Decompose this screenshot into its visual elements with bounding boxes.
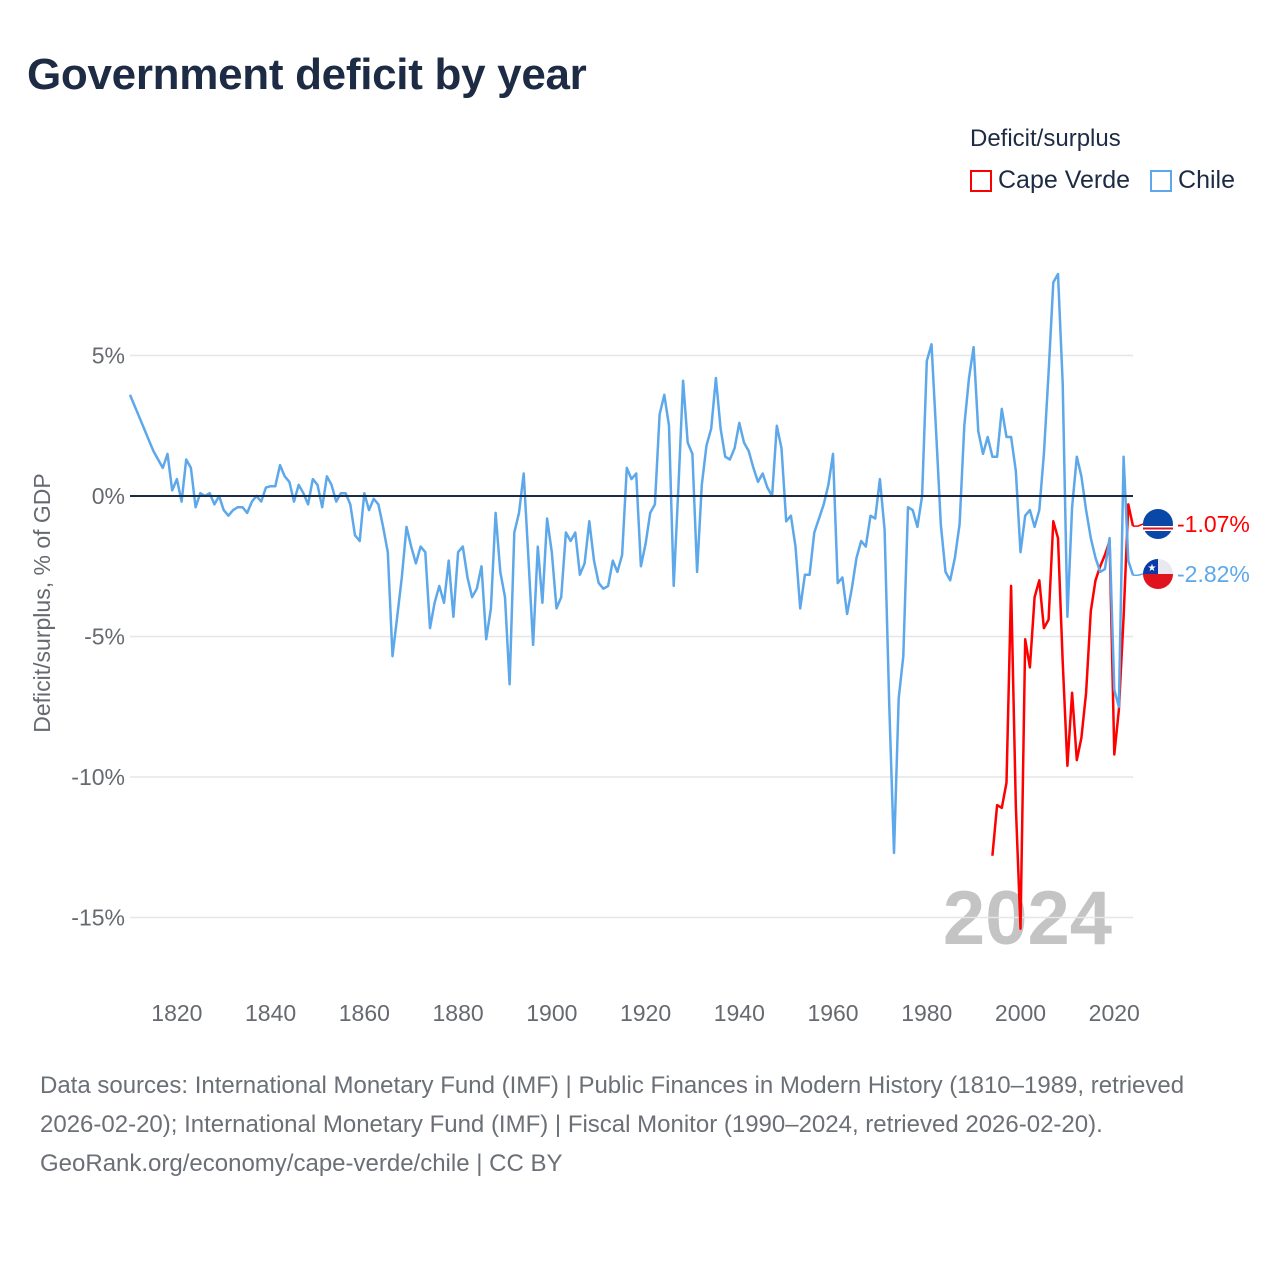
flag-star: ★	[1148, 563, 1157, 574]
chart-title: Government deficit by year	[27, 50, 587, 99]
end-connector	[1133, 523, 1144, 527]
x-tick-label: 1940	[714, 1000, 765, 1026]
x-tick-label: 1880	[432, 1000, 483, 1026]
legend-swatch-cape-verde	[970, 169, 992, 192]
y-tick-label: 5%	[92, 343, 125, 369]
credit-link[interactable]: GeoRank.org/economy/cape-verde/chile | C…	[40, 1150, 563, 1177]
x-tick-label: 1920	[620, 1000, 671, 1026]
series-line-cape-verde	[991, 503, 1135, 930]
legend-item-cape-verde[interactable]: Cape Verde	[970, 166, 1130, 195]
y-axis-label: Deficit/surplus, % of GDP	[29, 473, 55, 732]
y-tick-label: -10%	[71, 764, 125, 790]
x-tick-label: 1980	[901, 1000, 952, 1026]
x-tick-label: 1820	[151, 1000, 202, 1026]
legend-label-chile: Chile	[1178, 166, 1236, 194]
legend-title: Deficit/surplus	[970, 125, 1121, 152]
x-tick-label: 2020	[1089, 1000, 1140, 1026]
legend-label-cape-verde: Cape Verde	[998, 166, 1131, 194]
data-sources: Data sources: International Monetary Fun…	[40, 1072, 1185, 1138]
x-tick-label: 1860	[339, 1000, 390, 1026]
legend-item-chile[interactable]: Chile	[1150, 166, 1235, 195]
x-tick-label: 2000	[995, 1000, 1046, 1026]
legend: Cape Verde Chile	[970, 166, 1235, 195]
end-label-cape-verde: -1.07%	[1177, 511, 1250, 537]
y-tick-label: 0%	[92, 483, 125, 509]
x-tick-label: 1960	[807, 1000, 858, 1026]
year-watermark: 2024	[943, 876, 1112, 961]
flag-stripe	[1143, 574, 1173, 589]
x-tick-label: 1840	[245, 1000, 296, 1026]
flag-canton	[1143, 559, 1158, 574]
flag-stripe	[1143, 527, 1173, 530]
end-connector	[1133, 573, 1144, 576]
end-label-chile: -2.82%	[1177, 561, 1250, 587]
series-line-chile	[128, 272, 1135, 855]
y-tick-label: -15%	[71, 905, 125, 931]
legend-swatch-chile	[1150, 169, 1173, 192]
x-tick-label: 1900	[526, 1000, 577, 1026]
flag-cape-verde-icon	[1143, 509, 1173, 539]
footer: Data sources: International Monetary Fun…	[40, 1066, 1240, 1183]
y-tick-label: -5%	[84, 624, 125, 650]
